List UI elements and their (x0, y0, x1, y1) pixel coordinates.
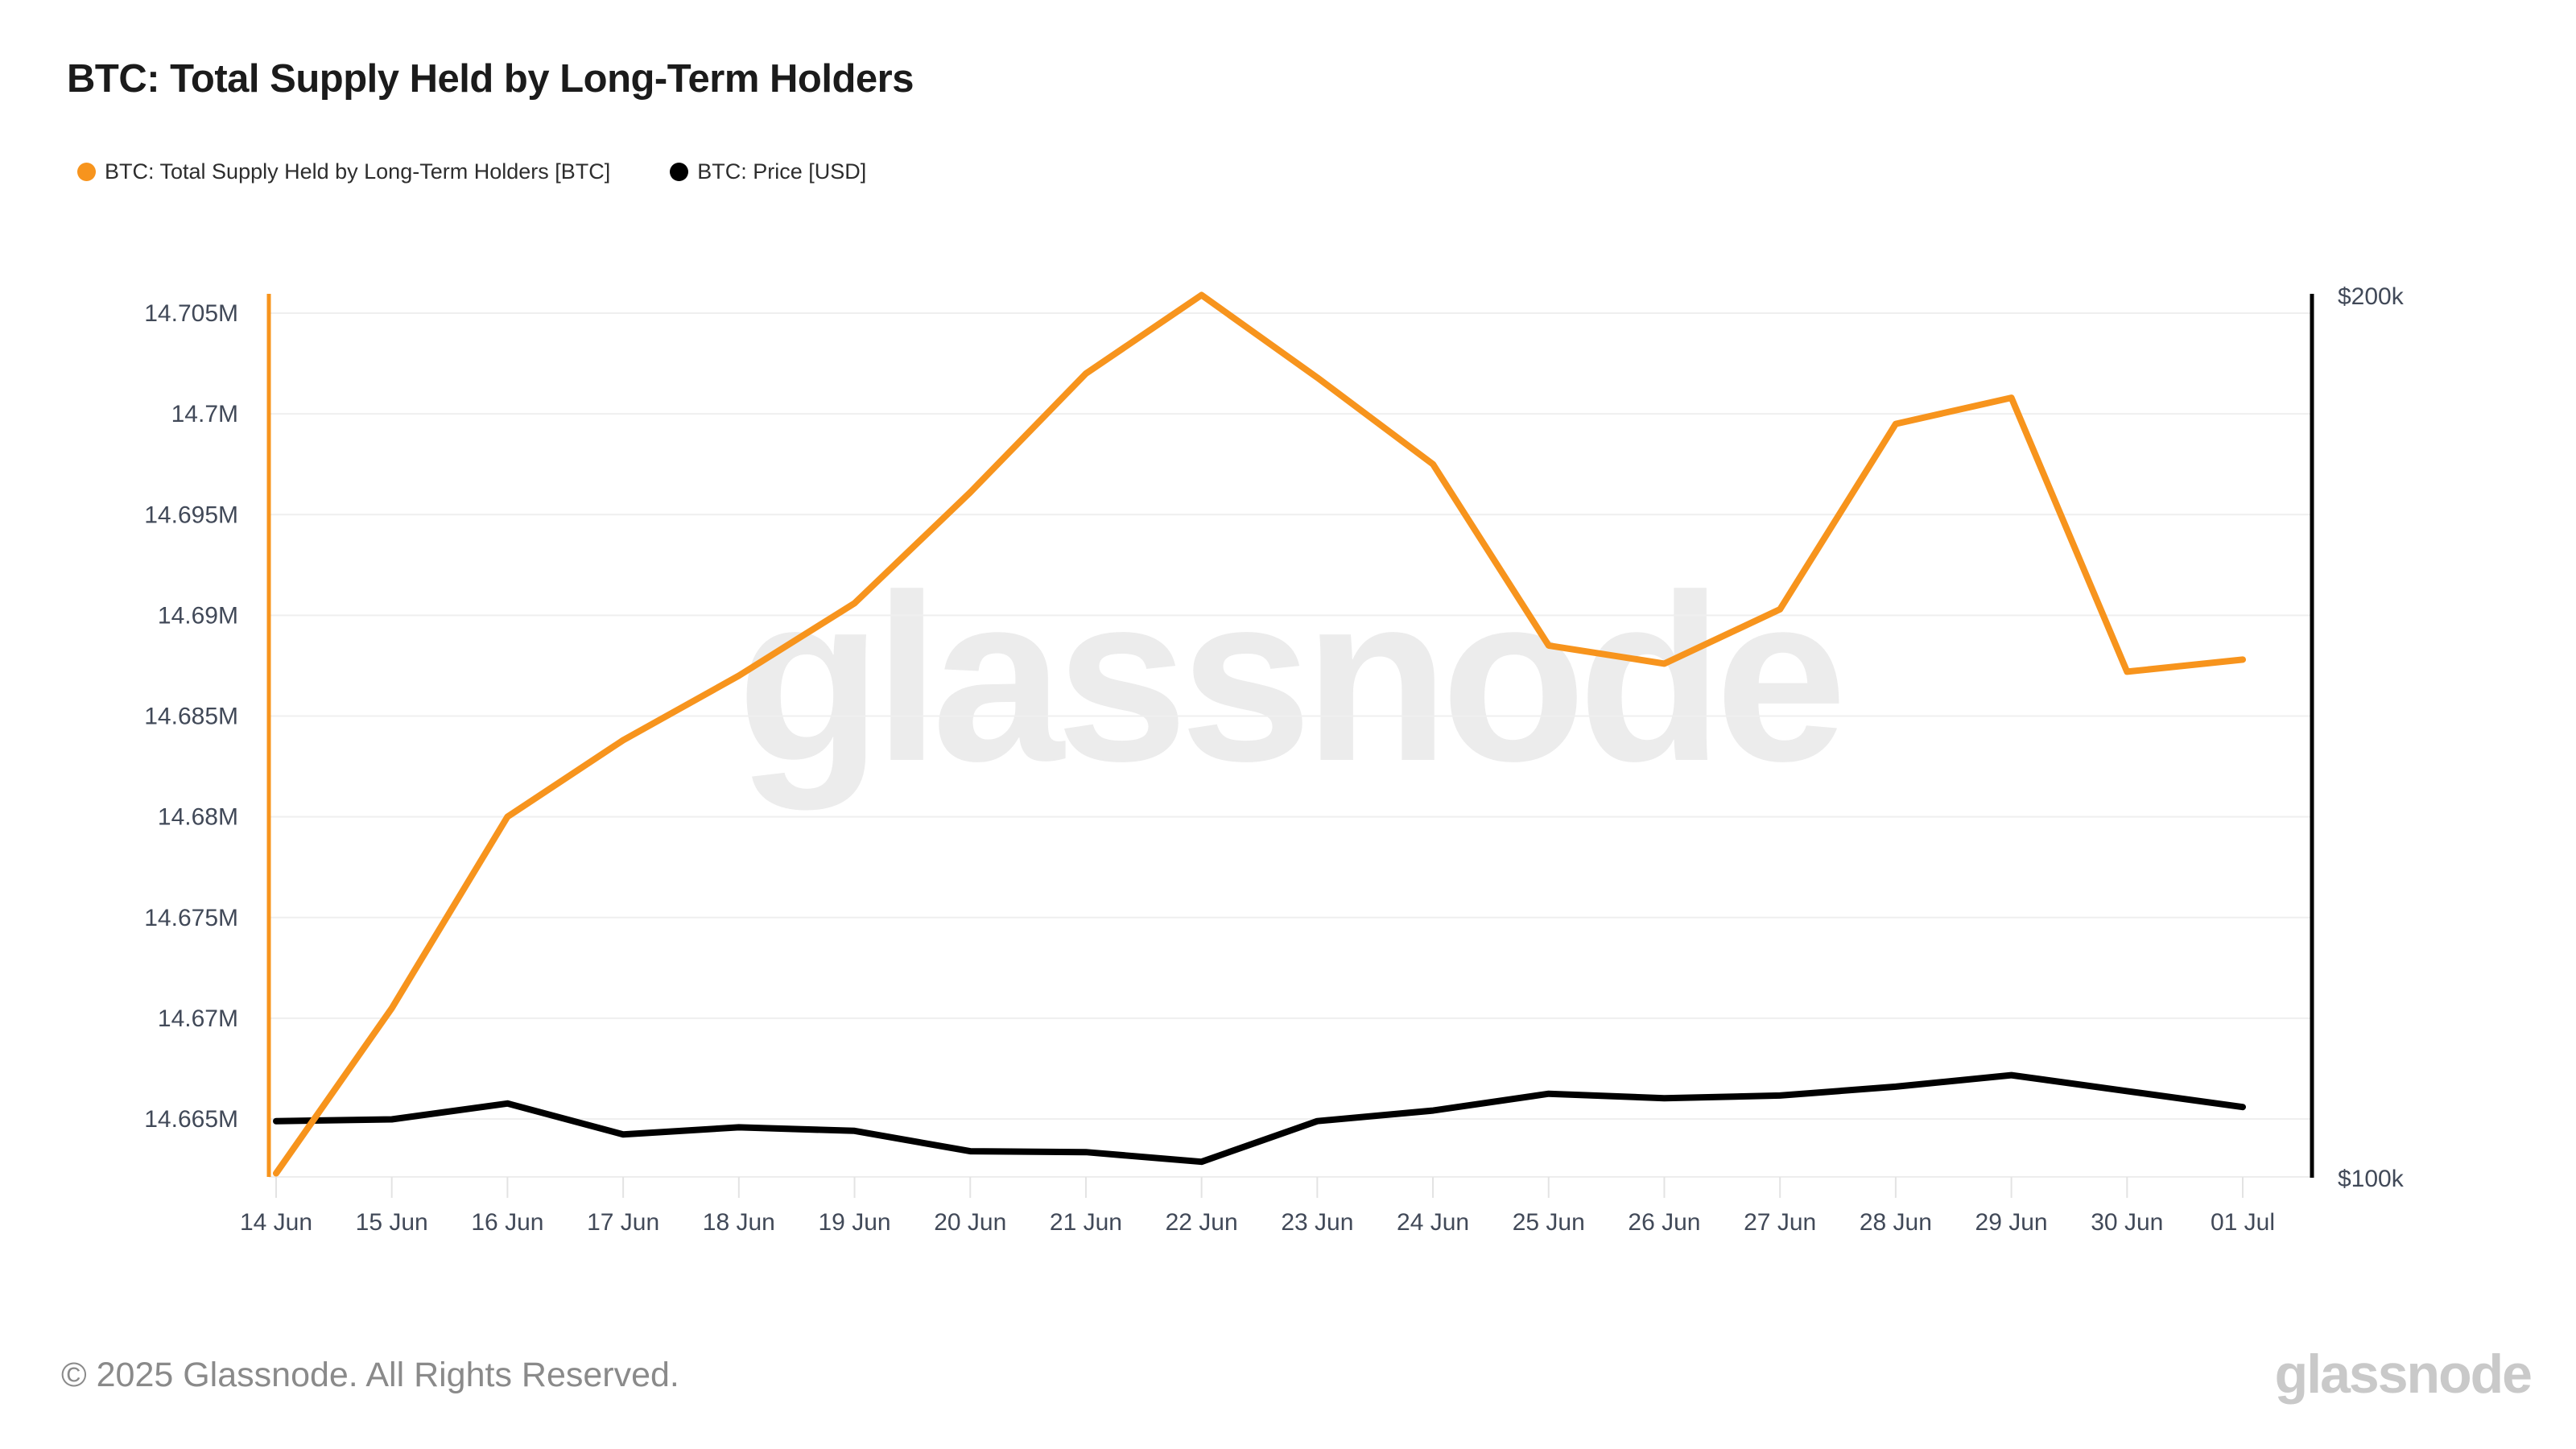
x-axis-label: 23 Jun (1281, 1209, 1353, 1236)
supply-line (273, 291, 2246, 1177)
glassnode-logo: glassnode (2274, 1344, 2533, 1405)
x-axis-label: 28 Jun (1860, 1209, 1932, 1236)
x-axis-label: 16 Jun (471, 1209, 543, 1236)
x-axis-label: 15 Jun (356, 1209, 428, 1236)
x-axis-label: 17 Jun (587, 1209, 659, 1236)
right-axis-label-top: $200k (2338, 283, 2405, 310)
legend-item-price[interactable]: BTC: Price [USD] (670, 159, 866, 184)
legend-item-label: BTC: Total Supply Held by Long-Term Hold… (105, 159, 611, 184)
copyright-text: © 2025 Glassnode. All Rights Reserved. (61, 1356, 679, 1394)
x-axis-label: 19 Jun (818, 1209, 890, 1236)
x-axis-label: 14 Jun (240, 1209, 312, 1236)
x-axis-label: 27 Jun (1744, 1209, 1816, 1236)
x-axis-label: 21 Jun (1050, 1209, 1122, 1236)
y-axis-label: 14.68M (158, 804, 238, 831)
x-axis-label: 25 Jun (1513, 1209, 1585, 1236)
y-axis-label: 14.695M (144, 502, 238, 528)
price-line (273, 1071, 2246, 1166)
x-axis-label: 24 Jun (1397, 1209, 1469, 1236)
y-axis-label: 14.7M (171, 401, 238, 427)
price-series-dot-icon (670, 163, 689, 181)
y-axis-label: 14.685M (144, 704, 238, 730)
x-axis-label: 26 Jun (1628, 1209, 1700, 1236)
chart-legend: BTC: Total Supply Held by Long-Term Hold… (77, 159, 866, 184)
x-axis-label: 20 Jun (934, 1209, 1006, 1236)
y-axis-label: 14.675M (144, 905, 238, 931)
right-axis-label-bottom: $100k (2338, 1166, 2405, 1192)
x-axis-label: 01 Jul (2211, 1209, 2275, 1236)
x-axis-label: 29 Jun (1975, 1209, 2048, 1236)
legend-item-label: BTC: Price [USD] (697, 159, 867, 184)
glassnode-watermark: glassnode (737, 545, 1847, 811)
y-axis-label: 14.67M (158, 1005, 238, 1032)
y-axis-label: 14.705M (144, 300, 238, 327)
y-axis-label: 14.665M (144, 1106, 238, 1133)
chart-title: BTC: Total Supply Held by Long-Term Hold… (67, 57, 914, 101)
x-axis-label: 18 Jun (703, 1209, 775, 1236)
x-axis-label: 22 Jun (1166, 1209, 1238, 1236)
supply-series-dot-icon (77, 163, 96, 181)
legend-item-supply[interactable]: BTC: Total Supply Held by Long-Term Hold… (77, 159, 610, 184)
x-axis-label: 30 Jun (2091, 1209, 2163, 1236)
y-axis-label: 14.69M (158, 602, 238, 629)
